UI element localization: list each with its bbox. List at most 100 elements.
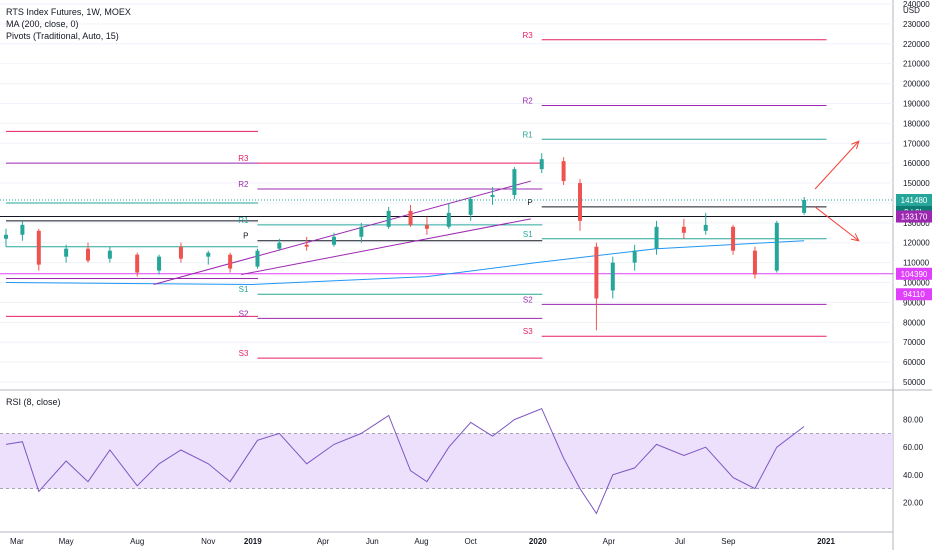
forecast-arrow-head <box>850 233 860 242</box>
pivot-label-s1: S1 <box>523 230 533 239</box>
time-tick-label: 2021 <box>817 537 835 546</box>
time-tick-label: Jun <box>366 537 379 546</box>
time-tick-label: Oct <box>464 537 477 546</box>
ma-indicator-label[interactable]: MA (200, close, 0) <box>6 19 79 29</box>
candle-body <box>446 212 451 227</box>
price-tick-label: 240000 <box>903 0 930 9</box>
pivot-label-r2: R2 <box>522 96 533 105</box>
pivot-label-s3: S3 <box>239 349 249 358</box>
price-tick-label: 60000 <box>903 358 926 367</box>
pivots-indicator-label[interactable]: Pivots (Traditional, Auto, 15) <box>6 31 119 41</box>
price-tick-label: 180000 <box>903 119 930 128</box>
candle-body <box>468 198 473 215</box>
support1-price-badge: 104390 <box>901 270 928 279</box>
rsi-legend: RSI (8, close) <box>6 396 61 408</box>
chart-legend: RTS Index Futures, 1W, MOEX MA (200, clo… <box>6 6 131 42</box>
price-tick-label: 200000 <box>903 80 930 89</box>
candle-body <box>578 183 582 221</box>
candle-body <box>20 224 25 235</box>
rsi-tick-label: 20.00 <box>903 498 924 507</box>
price-tick-label: 90000 <box>903 298 926 307</box>
rsi-tick-label: 60.00 <box>903 443 924 452</box>
candle-body <box>4 234 8 239</box>
price-tick-label: 190000 <box>903 99 930 108</box>
price-tick-label: 210000 <box>903 60 930 69</box>
candle-body <box>277 242 282 249</box>
price-tick-label: 170000 <box>903 139 930 148</box>
candle-body <box>135 254 140 273</box>
price-tick-label: 160000 <box>903 159 930 168</box>
price-tick-label: 230000 <box>903 20 930 29</box>
candle-body <box>36 230 41 265</box>
candle-body <box>512 169 517 195</box>
time-tick-label: Aug <box>414 537 428 546</box>
pivot-label-p: P <box>527 198 532 207</box>
candle-body <box>386 210 391 227</box>
time-tick-label: 2020 <box>529 537 547 546</box>
pivot-label-r1: R1 <box>522 130 533 139</box>
candle-body <box>408 210 413 225</box>
trend-channel-line <box>153 180 531 285</box>
pivot-label-r2: R2 <box>238 180 249 189</box>
pivot-label-s2: S2 <box>523 295 533 304</box>
candle-body <box>64 248 69 257</box>
candle-body <box>228 254 233 269</box>
pivot-price-badge-bg <box>896 210 932 223</box>
candle-body <box>774 222 779 271</box>
candle-body <box>703 224 708 231</box>
time-tick-label: Jul <box>675 537 685 546</box>
support2-price-badge: 94110 <box>903 290 925 299</box>
price-tick-label: 130000 <box>903 219 930 228</box>
candle-body <box>359 226 364 237</box>
price-tick-label: 120000 <box>903 239 930 248</box>
time-tick-label: Apr <box>603 537 616 546</box>
price-tick-label: 100000 <box>903 279 930 288</box>
time-tick-label: Apr <box>317 537 330 546</box>
candle-body <box>424 224 429 229</box>
price-pane <box>0 0 893 390</box>
rsi-line <box>5 407 805 515</box>
pivot-label-r1: R1 <box>238 216 249 225</box>
forecast-arrow-head <box>851 140 860 150</box>
candle-body <box>107 250 112 259</box>
candle-body <box>752 250 757 275</box>
trend-channel-line <box>240 218 531 276</box>
pivot-label-p: P <box>243 232 248 241</box>
candle-body <box>632 250 637 263</box>
pivot-price-badge: 133170 <box>901 213 928 222</box>
chart-title[interactable]: RTS Index Futures, 1W, MOEX <box>6 7 131 17</box>
currency-label: USD <box>903 6 920 15</box>
candle-body <box>561 161 566 182</box>
rsi-tick-label: 80.00 <box>903 416 924 425</box>
pivot-label-r3: R3 <box>522 31 533 40</box>
forecast-arrow <box>814 140 860 190</box>
candle-body <box>594 246 599 299</box>
candle-body <box>802 200 807 213</box>
candle-body <box>304 244 309 247</box>
pivot-label-s1: S1 <box>239 285 249 294</box>
price-tick-label: 150000 <box>903 179 930 188</box>
time-tick-label: May <box>59 537 74 546</box>
candle-body <box>206 252 211 257</box>
candle-body <box>681 226 686 233</box>
price-tick-label: 80000 <box>903 318 926 327</box>
support1-price-badge-bg <box>896 267 932 280</box>
pivot-label-s2: S2 <box>239 309 249 318</box>
price-tick-label: 220000 <box>903 40 930 49</box>
pivot-label-r3: R3 <box>238 154 249 163</box>
candle-body <box>86 248 90 261</box>
candle-body <box>731 226 736 251</box>
time-tick-label: Nov <box>201 537 215 546</box>
price-tick-label: 50000 <box>903 378 926 387</box>
rsi-band <box>0 433 893 489</box>
last-price-badge-bg <box>896 194 932 207</box>
rsi-indicator-label[interactable]: RSI (8, close) <box>6 397 61 407</box>
pivot-label-s3: S3 <box>523 327 533 336</box>
candle-body <box>157 256 162 271</box>
candle-body <box>654 226 659 249</box>
price-tick-label: 70000 <box>903 338 926 347</box>
ma200-line <box>5 240 805 286</box>
last-price-badge: 141480 <box>901 196 928 205</box>
